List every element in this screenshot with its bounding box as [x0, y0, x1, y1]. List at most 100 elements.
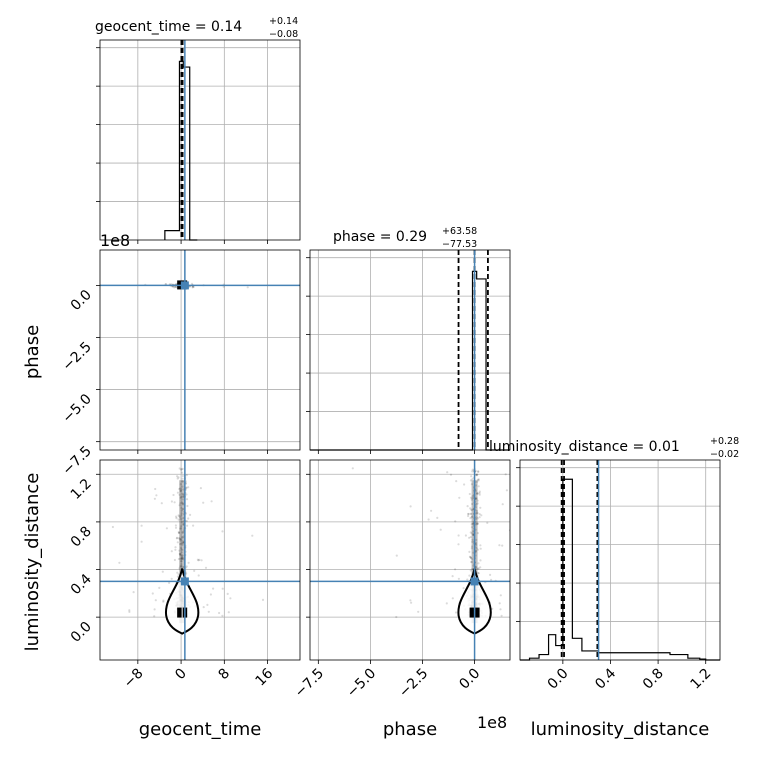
- sample-point: [140, 540, 143, 543]
- sample-point: [181, 554, 184, 557]
- sample-point: [476, 478, 479, 481]
- sample-point: [476, 492, 479, 495]
- sample-point: [477, 567, 480, 570]
- sample-point: [474, 484, 478, 487]
- sample-point: [470, 512, 473, 515]
- sample-point: [154, 487, 157, 491]
- sample-point: [165, 527, 168, 530]
- sample-point: [197, 559, 200, 562]
- sample-point: [153, 608, 156, 611]
- sample-point: [182, 488, 185, 491]
- sample-point: [476, 480, 479, 483]
- sample-point: [499, 594, 502, 597]
- y-tick-label-phase: −5.0: [59, 391, 94, 426]
- sample-point: [174, 524, 177, 527]
- sample-point: [474, 518, 478, 521]
- sample-point: [181, 557, 184, 560]
- histogram-geocent_time: [164, 60, 198, 241]
- sample-point: [181, 531, 184, 534]
- sample-point: [199, 487, 202, 490]
- truth-marker: [180, 577, 189, 586]
- sample-point: [181, 541, 184, 544]
- sample-point: [170, 500, 173, 503]
- sample-point: [178, 553, 181, 556]
- sample-point: [180, 514, 183, 517]
- sample-point: [185, 565, 188, 568]
- sample-point: [181, 503, 185, 506]
- sample-point: [451, 575, 454, 578]
- sample-point: [179, 502, 182, 505]
- sample-point: [185, 487, 188, 490]
- sample-point: [192, 285, 195, 288]
- sample-point: [470, 483, 473, 486]
- sample-point: [457, 534, 460, 537]
- sample-point: [182, 493, 185, 496]
- sample-point: [176, 571, 179, 574]
- title-phase: phase = 0.29: [333, 229, 427, 245]
- sample-point: [417, 610, 420, 613]
- sample-point: [439, 528, 442, 531]
- sample-point: [174, 526, 178, 529]
- sample-point: [221, 530, 224, 533]
- sample-point: [475, 503, 478, 506]
- sample-point: [179, 553, 182, 556]
- sample-point: [180, 506, 183, 510]
- sample-point: [181, 517, 184, 520]
- x-axis-label-luminosity-distance: luminosity_distance: [531, 719, 710, 740]
- sample-point: [451, 597, 454, 600]
- title-luminosity-distance-lower-error: −0.02: [710, 449, 739, 460]
- sample-point: [476, 532, 479, 535]
- panel-frame: [99, 249, 301, 451]
- hist-panel-phase: [306, 249, 511, 454]
- sample-point: [466, 505, 469, 508]
- sample-point: [476, 517, 479, 520]
- sample-point: [178, 537, 181, 541]
- sample-point: [191, 285, 194, 288]
- scatter-panel-phase-vs-geocent_time: [96, 249, 301, 454]
- sample-point: [512, 517, 514, 519]
- panel-frame: [99, 39, 301, 241]
- sample-point: [111, 525, 114, 529]
- sample-point: [170, 577, 173, 580]
- sample-point: [182, 523, 185, 526]
- sample-point: [185, 498, 189, 501]
- sample-point: [185, 520, 188, 523]
- sample-point: [474, 506, 477, 509]
- sample-point: [430, 509, 433, 512]
- sample-point: [118, 561, 121, 564]
- sample-point: [470, 508, 473, 511]
- sample-point: [180, 471, 184, 474]
- sample-point: [499, 608, 502, 611]
- sample-point: [182, 507, 185, 510]
- x-axis-label-phase: phase: [383, 719, 437, 740]
- sample-point: [471, 515, 474, 518]
- sample-point: [179, 557, 182, 560]
- sample-point: [185, 474, 188, 477]
- sample-point: [475, 523, 478, 526]
- sample-point: [181, 495, 184, 498]
- sample-point: [427, 518, 430, 521]
- sample-point: [471, 478, 474, 481]
- sample-point: [522, 527, 524, 529]
- sample-point: [469, 507, 472, 510]
- sample-point: [179, 527, 182, 530]
- sample-point: [177, 518, 180, 521]
- sample-point: [468, 574, 471, 577]
- sample-point: [489, 573, 492, 577]
- sample-point: [89, 540, 91, 542]
- sample-point: [226, 592, 229, 596]
- sample-point: [178, 515, 181, 518]
- sample-point: [479, 506, 482, 509]
- x-tick-label-phase: 0.0: [456, 666, 483, 693]
- x-tick-label-phase: −2.5: [396, 666, 431, 701]
- sample-point: [479, 547, 482, 550]
- sample-point: [476, 522, 479, 525]
- sample-point: [501, 503, 504, 506]
- sample-point: [468, 550, 471, 554]
- sample-point: [471, 567, 474, 570]
- sample-point: [409, 505, 412, 508]
- sample-point: [179, 565, 183, 568]
- panel-content: [89, 460, 300, 660]
- density-core: [179, 480, 186, 624]
- sample-point: [155, 494, 158, 497]
